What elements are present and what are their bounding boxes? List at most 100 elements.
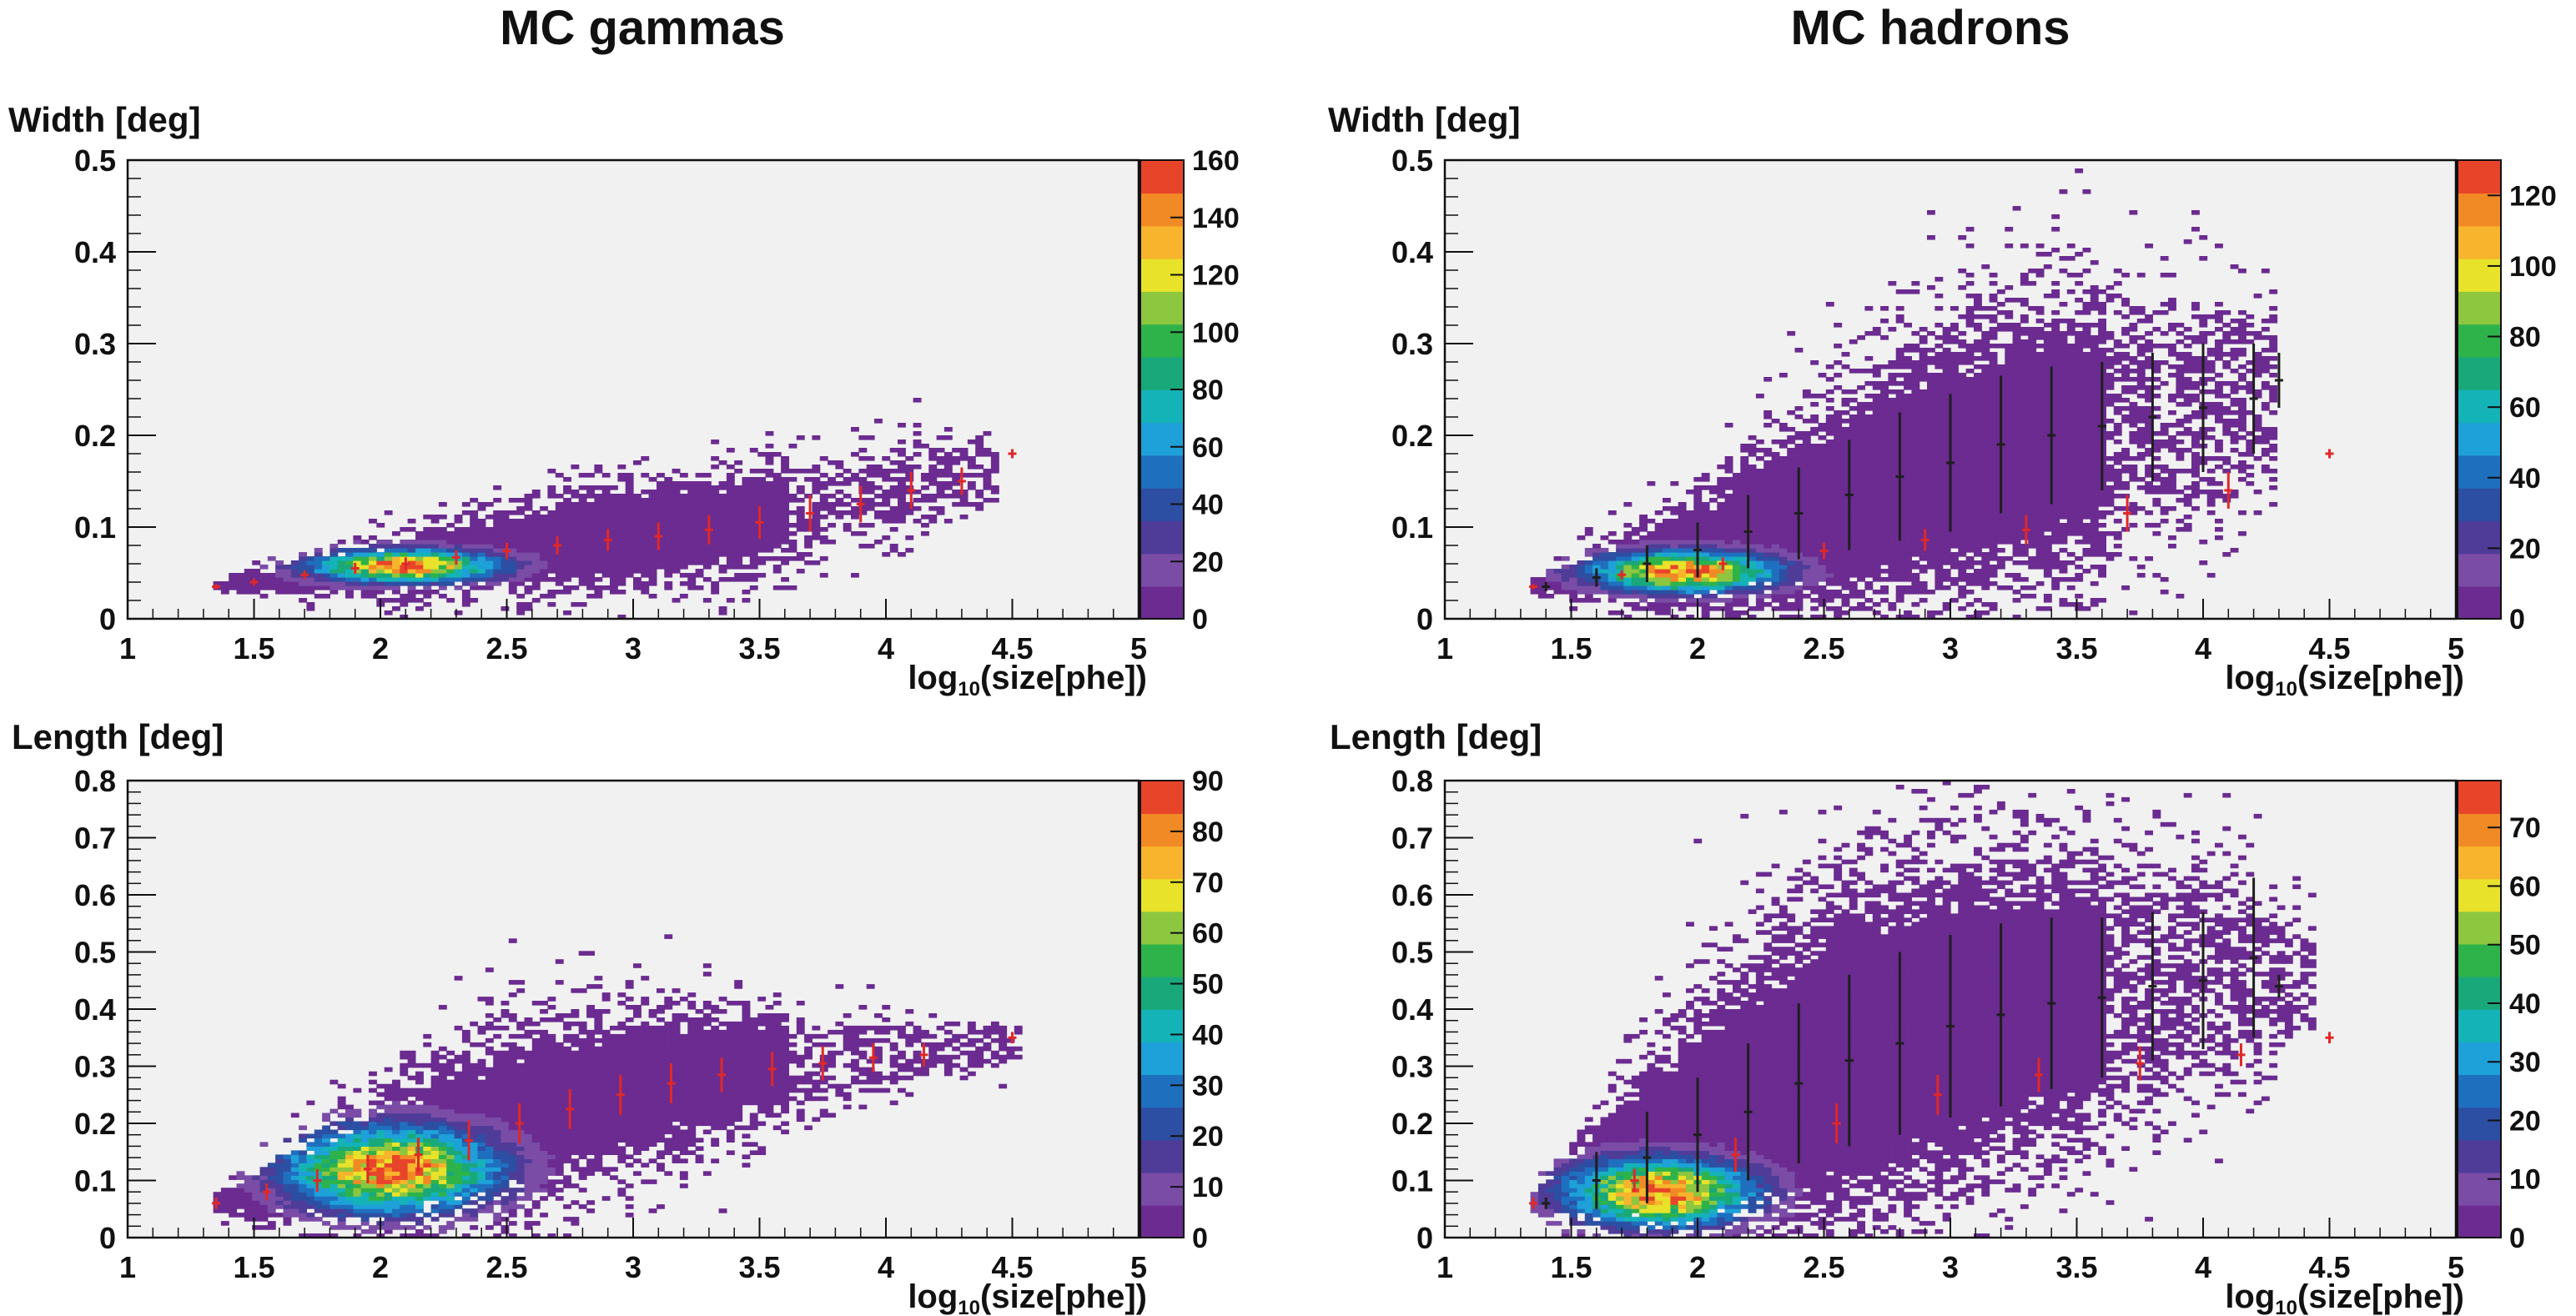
heatmap-cell [610,502,618,507]
heatmap-cell [1686,573,1694,578]
heatmap-cell [1974,427,1982,432]
heatmap-cell [1857,385,1865,390]
heatmap-cell [384,510,393,515]
heatmap-cell [2075,531,2084,536]
heatmap-cell [734,490,743,495]
heatmap-cell [2059,490,2068,495]
heatmap-cell [2051,585,2060,590]
heatmap-cell [563,531,571,536]
heatmap-cell [1904,444,1912,449]
heatmap-cell [1974,527,1982,532]
heatmap-cell [1981,402,1990,407]
heatmap-cell [1663,519,1671,524]
heatmap-cell [1880,527,1889,532]
heatmap-cell [1639,540,1648,545]
heatmap-cell [898,469,906,474]
heatmap-cell [1864,419,1874,424]
heatmap-cell [765,544,774,549]
heatmap-cell [781,456,789,461]
heatmap-cell [672,527,681,532]
heatmap-cell [672,481,681,486]
heatmap-cell [928,506,938,511]
heatmap-cell [1958,452,1967,457]
heatmap-cell [1888,327,1897,332]
heatmap-cell [1950,498,1959,503]
heatmap-cell [1841,535,1850,540]
heatmap-cell [578,602,587,607]
heatmap-cell [1864,406,1874,411]
heatmap-cell [2035,352,2045,357]
heatmap-cell [851,515,859,520]
heatmap-cell [1981,473,1990,478]
heatmap-cell [1965,602,1975,607]
heatmap-cell [470,598,479,603]
heatmap-cell [1958,235,1967,240]
heatmap-cell [757,490,767,495]
heatmap-cell [718,527,727,532]
heatmap-cell [438,585,447,590]
heatmap-cell [1647,577,1656,582]
heatmap-cell [2005,227,2014,232]
heatmap-cell [586,581,595,586]
heatmap-cell [898,490,906,495]
heatmap-cell [874,510,883,515]
heatmap-cell [1872,473,1881,478]
heatmap-cell [765,527,774,532]
heatmap-cell [2075,602,2084,607]
heatmap-cell [1965,227,1975,232]
heatmap-cell [1904,506,1912,511]
heatmap-cell [617,560,626,565]
heatmap-cell [1748,548,1757,553]
heatmap-cell [687,540,697,545]
heatmap-cell [1717,523,1726,528]
heatmap-cell [1942,481,1951,486]
heatmap-cell [2012,598,2021,603]
heatmap-cell [1678,510,1687,515]
heatmap-cell [1989,531,1998,536]
heatmap-cell [1849,414,1858,419]
colorbar-tick-label: 120 [1192,260,1240,292]
heatmap-cell [1935,473,1944,478]
heatmap-cell [555,506,564,511]
heatmap-cell [2051,419,2060,424]
heatmap-cell [1740,540,1749,545]
heatmap-cell [2113,356,2122,361]
heatmap-cell [524,560,533,565]
heatmap-cell [726,494,735,499]
heatmap-cell [975,506,984,511]
heatmap-cell [461,552,470,557]
heatmap-cell [1616,590,1624,595]
heatmap-cell [2043,552,2052,557]
heatmap-cell [1825,440,1834,445]
heatmap-cell [1748,560,1757,565]
heatmap-cell [1779,477,1788,482]
heatmap-cell [1958,406,1967,411]
heatmap-cell [563,560,571,565]
heatmap-cell [898,485,906,490]
heatmap-cell [664,552,673,557]
heatmap-cell [2098,515,2106,520]
heatmap-cell [1950,377,1959,382]
heatmap-cell [2035,460,2045,465]
heatmap-cell [687,531,697,536]
heatmap-cell [1733,585,1741,590]
heatmap-cell [369,590,377,595]
heatmap-cell [2035,527,2045,532]
heatmap-cell [547,515,556,520]
heatmap-cell [1670,615,1679,620]
heatmap-cell [1974,510,1982,515]
heatmap-cell [726,465,735,470]
heatmap-cell [540,594,548,599]
heatmap-cell [1942,410,1951,415]
heatmap-cell [376,577,385,582]
heatmap-cell [1880,419,1889,424]
heatmap-cell [2113,519,2122,524]
heatmap-cell [1888,456,1897,461]
heatmap-cell [2043,423,2052,428]
heatmap-cell [1935,485,1944,490]
heatmap-cell [1958,448,1967,453]
heatmap-cell [2028,356,2037,361]
heatmap-cell [1864,560,1874,565]
heatmap-cell [1802,502,1811,507]
heatmap-cell [1911,427,1920,432]
